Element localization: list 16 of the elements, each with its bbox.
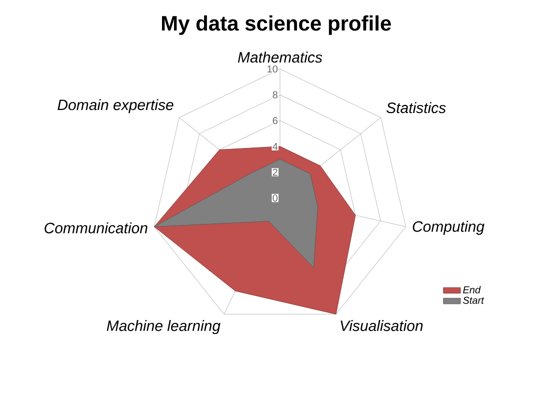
spoke-label: Statistics xyxy=(386,102,446,114)
spoke-label: Visualisation xyxy=(340,320,423,332)
spoke-label: Domain expertise xyxy=(58,99,174,114)
chart-title: My data science profile xyxy=(162,15,391,35)
spoke-label: Mathematics xyxy=(238,52,322,63)
y-tick-label: 10 xyxy=(268,65,278,73)
y-tick-label: 0 xyxy=(272,194,278,202)
y-tick-label: 2 xyxy=(272,168,278,176)
y-tick-label: 4 xyxy=(272,142,278,150)
spoke-label: Computing xyxy=(412,220,484,235)
legend-label: Start xyxy=(463,296,484,304)
spoke-label: Communication xyxy=(44,222,148,234)
spoke-label: Machine learning xyxy=(106,320,220,334)
y-tick-label: 8 xyxy=(272,91,278,98)
y-tick-label: 6 xyxy=(272,117,278,124)
legend-label: End xyxy=(463,286,481,294)
